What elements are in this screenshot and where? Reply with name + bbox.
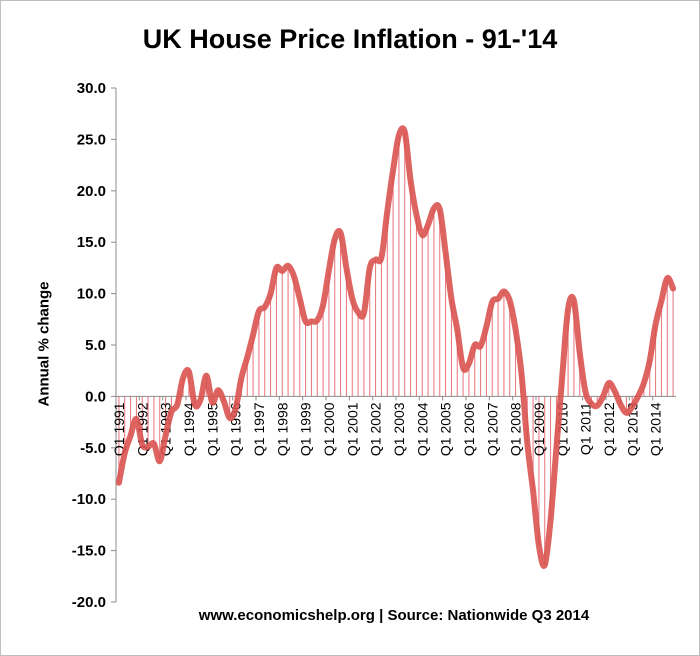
x-tick-label: Q1 1995 xyxy=(204,402,220,456)
x-tick-label: Q1 2004 xyxy=(414,402,430,456)
x-tick-label: Q1 1991 xyxy=(111,402,127,456)
y-tick-label: 15.0 xyxy=(77,234,106,251)
y-tick-label: 5.0 xyxy=(85,337,106,354)
x-tick-label: Q1 2011 xyxy=(578,402,594,455)
y-tick-label: 30.0 xyxy=(77,80,106,97)
y-tick-label: 20.0 xyxy=(77,183,106,200)
series-line xyxy=(115,125,677,569)
y-tick-label: 25.0 xyxy=(77,131,106,148)
x-tick-label: Q1 2009 xyxy=(531,402,547,456)
x-tick-label: Q1 2006 xyxy=(461,402,477,456)
x-tick-label: Q1 2005 xyxy=(438,402,454,456)
x-tick-label: Q1 2001 xyxy=(344,402,360,456)
source-note: www.economicshelp.org | Source: Nationwi… xyxy=(198,607,590,624)
x-tick-label: Q1 1994 xyxy=(181,402,197,456)
chart-title: UK House Price Inflation - 91-'14 xyxy=(142,24,558,54)
x-tick-label: Q1 1997 xyxy=(251,402,267,456)
y-tick-label: 0.0 xyxy=(85,388,106,405)
x-tick-label: Q1 2002 xyxy=(368,402,384,456)
y-tick-label: -20.0 xyxy=(72,594,106,611)
y-tick-label: -5.0 xyxy=(80,440,106,457)
x-tick-label: Q1 2013 xyxy=(624,402,640,456)
x-tick-label: Q1 1998 xyxy=(274,402,290,456)
y-tick-label: 10.0 xyxy=(77,286,106,303)
x-tick-label: Q1 2007 xyxy=(484,402,500,456)
x-tick-label: Q1 1992 xyxy=(134,402,150,456)
x-tick-label: Q1 2012 xyxy=(601,402,617,456)
x-tick-label: Q1 2008 xyxy=(508,402,524,456)
x-tick-label: Q1 2000 xyxy=(321,402,337,456)
y-tick-label: -15.0 xyxy=(72,543,106,560)
x-tick-label: Q1 2014 xyxy=(648,402,664,456)
y-tick-label: -10.0 xyxy=(72,491,106,508)
x-tick-label: Q1 2003 xyxy=(391,402,407,456)
x-tick-label: Q1 1999 xyxy=(298,402,314,456)
